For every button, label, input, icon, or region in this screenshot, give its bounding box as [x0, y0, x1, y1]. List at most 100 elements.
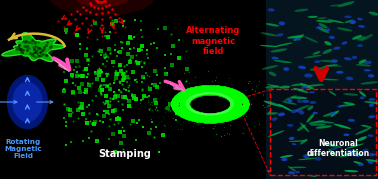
Ellipse shape — [295, 168, 302, 171]
Ellipse shape — [310, 123, 326, 126]
Ellipse shape — [299, 105, 309, 109]
Ellipse shape — [324, 41, 331, 45]
Ellipse shape — [288, 171, 295, 174]
Ellipse shape — [356, 64, 372, 66]
Ellipse shape — [338, 1, 355, 7]
Ellipse shape — [280, 150, 286, 153]
Ellipse shape — [346, 144, 364, 149]
Ellipse shape — [281, 158, 287, 161]
Text: Stamping: Stamping — [98, 149, 151, 159]
Ellipse shape — [330, 4, 341, 6]
Ellipse shape — [280, 155, 293, 158]
Ellipse shape — [352, 121, 359, 123]
Ellipse shape — [289, 128, 295, 130]
Ellipse shape — [343, 102, 355, 105]
Ellipse shape — [268, 110, 274, 113]
Ellipse shape — [274, 142, 289, 148]
Ellipse shape — [360, 34, 373, 41]
Ellipse shape — [318, 27, 329, 33]
Ellipse shape — [273, 159, 291, 163]
Ellipse shape — [301, 86, 308, 89]
Ellipse shape — [364, 69, 371, 71]
Ellipse shape — [305, 153, 324, 156]
Ellipse shape — [313, 51, 321, 55]
Ellipse shape — [324, 149, 336, 152]
Ellipse shape — [325, 29, 330, 31]
Ellipse shape — [344, 170, 358, 172]
Ellipse shape — [300, 119, 310, 123]
Ellipse shape — [271, 57, 279, 59]
Ellipse shape — [343, 134, 349, 136]
Ellipse shape — [295, 122, 302, 125]
Ellipse shape — [311, 103, 327, 107]
Ellipse shape — [360, 81, 378, 84]
Ellipse shape — [293, 88, 308, 93]
Ellipse shape — [270, 49, 287, 52]
Ellipse shape — [360, 89, 367, 92]
Ellipse shape — [337, 27, 353, 31]
Ellipse shape — [309, 91, 315, 93]
Ellipse shape — [297, 97, 305, 100]
Ellipse shape — [348, 95, 354, 98]
Ellipse shape — [269, 72, 276, 76]
Ellipse shape — [284, 95, 297, 101]
Ellipse shape — [334, 124, 351, 129]
Ellipse shape — [74, 0, 130, 7]
Ellipse shape — [288, 99, 292, 102]
Ellipse shape — [352, 35, 362, 40]
Ellipse shape — [272, 117, 277, 121]
Ellipse shape — [330, 110, 339, 117]
Ellipse shape — [328, 149, 337, 156]
Ellipse shape — [278, 119, 283, 123]
Ellipse shape — [313, 112, 318, 114]
Ellipse shape — [266, 23, 279, 26]
Ellipse shape — [319, 23, 328, 28]
Text: Rotating
Magnetic
Field: Rotating Magnetic Field — [5, 139, 42, 159]
Ellipse shape — [7, 75, 48, 129]
Ellipse shape — [285, 146, 291, 149]
Ellipse shape — [289, 137, 294, 140]
Ellipse shape — [315, 114, 330, 120]
Ellipse shape — [357, 18, 363, 20]
Ellipse shape — [307, 105, 313, 110]
Ellipse shape — [298, 146, 308, 153]
Ellipse shape — [291, 84, 303, 86]
Ellipse shape — [277, 170, 294, 172]
Ellipse shape — [344, 57, 352, 60]
Ellipse shape — [293, 150, 299, 153]
Ellipse shape — [287, 124, 293, 127]
Ellipse shape — [352, 56, 357, 59]
Ellipse shape — [266, 112, 278, 115]
Ellipse shape — [367, 110, 374, 113]
Ellipse shape — [359, 59, 367, 64]
Ellipse shape — [341, 151, 347, 155]
Ellipse shape — [293, 92, 300, 95]
Bar — [270, 90, 376, 175]
Ellipse shape — [368, 74, 374, 78]
Ellipse shape — [363, 152, 372, 156]
Ellipse shape — [324, 143, 342, 148]
Ellipse shape — [345, 104, 354, 107]
Ellipse shape — [293, 34, 304, 41]
Ellipse shape — [357, 105, 364, 108]
Ellipse shape — [350, 20, 356, 24]
Ellipse shape — [367, 134, 373, 137]
Ellipse shape — [288, 100, 293, 102]
Ellipse shape — [308, 127, 315, 130]
Ellipse shape — [341, 145, 359, 149]
Ellipse shape — [305, 84, 324, 87]
Ellipse shape — [309, 101, 316, 104]
Ellipse shape — [278, 113, 285, 116]
Ellipse shape — [267, 102, 283, 107]
Ellipse shape — [322, 64, 338, 67]
Ellipse shape — [279, 21, 285, 25]
Ellipse shape — [325, 65, 342, 67]
Ellipse shape — [300, 83, 314, 89]
Ellipse shape — [300, 173, 316, 177]
Ellipse shape — [291, 105, 299, 110]
Ellipse shape — [274, 60, 292, 63]
Ellipse shape — [314, 60, 321, 63]
Ellipse shape — [304, 129, 314, 135]
Ellipse shape — [358, 25, 365, 28]
Ellipse shape — [318, 139, 325, 143]
